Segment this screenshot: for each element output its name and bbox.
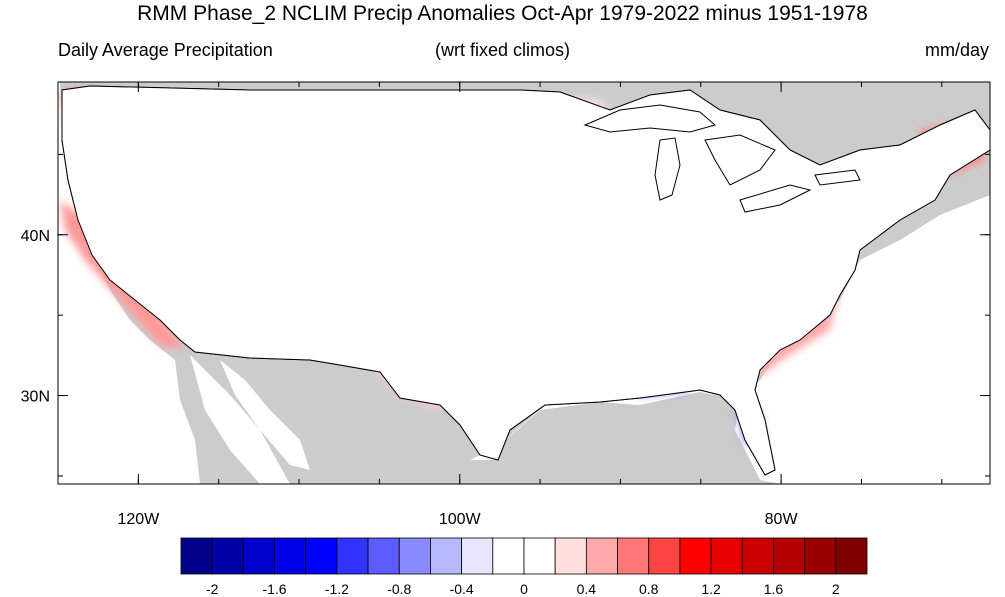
colorbar-swatch: [835, 537, 868, 575]
map-frame: [57, 81, 991, 485]
colorbar-swatch: [710, 537, 743, 575]
colorbar-label: 0: [520, 581, 528, 597]
colorbar-swatch: [741, 537, 774, 575]
colorbar-swatch: [274, 537, 307, 575]
colorbar-label: 1.6: [764, 581, 784, 597]
colorbar-swatch: [336, 537, 369, 575]
lon-tick-label: 100W: [439, 511, 482, 528]
lake-superior: [583, 104, 717, 133]
colorbar-swatch: [398, 537, 431, 575]
colorbar: -2 -1.6 -1.2 -0.8 -0.4 0 0.4 0.8 1.2 1.6 2: [180, 537, 868, 597]
lat-tick-label: 30N: [21, 389, 50, 406]
colorbar-swatch: [180, 537, 213, 575]
variable-label: Daily Average Precipitation: [58, 40, 273, 60]
colorbar-label: 1.2: [701, 581, 721, 597]
lon-tick-label: 80W: [765, 511, 799, 528]
colorbar-swatch: [305, 537, 338, 575]
gulf-of-mexico: [470, 195, 990, 484]
lon-tick-label: 120W: [117, 511, 160, 528]
colorbar-label: -1.2: [325, 581, 349, 597]
figure-title: RMM Phase_2 NCLIM Precip Anomalies Oct-A…: [137, 2, 868, 25]
colorbar-swatch: [492, 537, 525, 575]
colorbar-label: -1.6: [262, 581, 286, 597]
colorbar-label: -0.8: [387, 581, 411, 597]
pacific-ocean: [58, 82, 200, 484]
colorbar-swatch: [242, 537, 275, 575]
lake-erie: [739, 184, 812, 213]
colorbar-swatch: [523, 537, 556, 575]
climo-note: (wrt fixed climos): [434, 40, 570, 60]
colorbar-swatch: [679, 537, 712, 575]
colorbar-label: -0.4: [450, 581, 474, 597]
colorbar-swatch: [367, 537, 400, 575]
colorbar-swatch: [430, 537, 463, 575]
colorbar-swatch: [773, 537, 806, 575]
colorbar-swatch: [554, 537, 587, 575]
colorbar-label: -2: [206, 581, 219, 597]
colorbar-label: 0.8: [639, 581, 659, 597]
axis-ticks: 120W 100W 80W 40N 30N: [21, 82, 990, 528]
lat-tick-label: 40N: [21, 228, 50, 245]
units-label: mm/day: [924, 40, 989, 60]
lake-michigan: [654, 137, 681, 201]
colorbar-swatch: [648, 537, 681, 575]
colorbar-label: 2: [832, 581, 840, 597]
colorbar-swatch: [211, 537, 244, 575]
lake-huron: [704, 134, 776, 186]
lake-ontario: [814, 169, 861, 186]
gulf-of-california: [220, 360, 310, 470]
colorbar-label: 0.4: [577, 581, 597, 597]
colorbar-swatch: [461, 537, 494, 575]
baja-water: [190, 355, 290, 484]
colorbar-swatch: [804, 537, 837, 575]
colorbar-swatch: [617, 537, 650, 575]
colorbar-swatch: [585, 537, 618, 575]
